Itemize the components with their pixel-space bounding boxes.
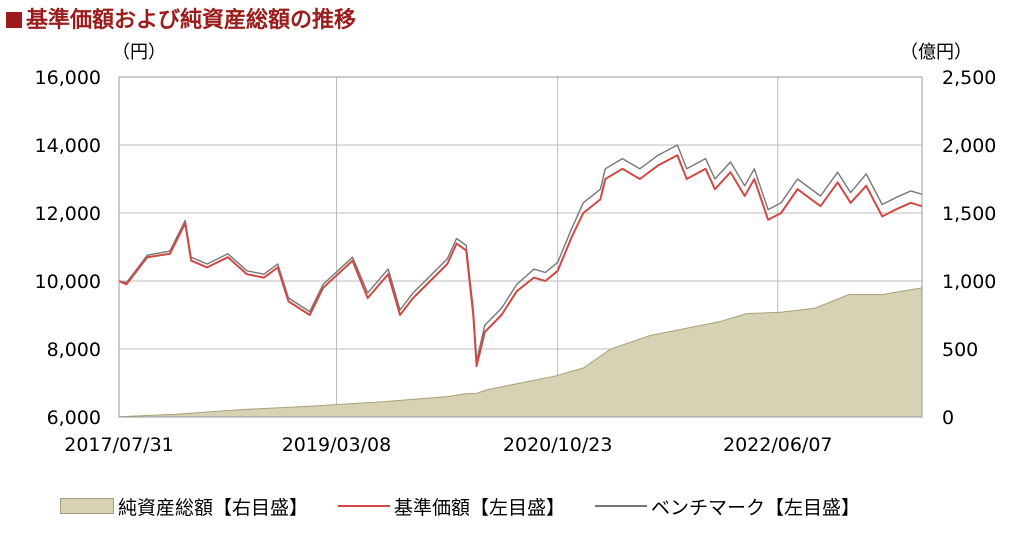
nav-and-net-assets-chart: 6,000 8,000 10,000 12,000 14,000 16,000 0 500 1… (35, 42, 997, 456)
y-left-tick-label: 6,000 (47, 407, 101, 429)
legend-item-benchmark: ベンチマーク【左目盛】 (595, 493, 860, 520)
legend-swatch-benchmark (595, 505, 648, 507)
legend-swatch-net-assets (60, 498, 114, 514)
net-assets-area-layer (118, 287, 923, 418)
x-tick-label: 2022/06/07 (723, 434, 833, 456)
legend-label-net-assets: 純資産総額【右目盛】 (118, 496, 309, 519)
title-square-marker (6, 12, 22, 28)
x-tick-label: 2017/07/31 (64, 434, 174, 456)
legend-item-nav: 基準価額【左目盛】 (338, 493, 565, 520)
y-left-tick-labels: 6,000 8,000 10,000 12,000 14,000 16,000 (35, 67, 101, 429)
legend-item-net-assets: 純資産総額【右目盛】 (60, 493, 308, 520)
x-tick-labels: 2017/07/31 2019/03/08 2020/10/23 2022/06/07 (64, 434, 832, 456)
y-left-tick-label: 12,000 (35, 203, 101, 225)
y-left-unit-label: （円） (112, 42, 166, 63)
y-right-tick-label: 2,500 (942, 67, 996, 89)
legend: 純資産総額【右目盛】 基準価額【左目盛】 ベンチマーク【左目盛】 (60, 488, 1010, 524)
y-left-tick-label: 14,000 (35, 135, 101, 157)
series-area-net-assets (118, 287, 923, 418)
x-tick-label: 2019/03/08 (282, 434, 392, 456)
y-left-tick-label: 8,000 (47, 339, 101, 361)
legend-label-nav: 基準価額【左目盛】 (394, 496, 566, 519)
y-right-tick-labels: 0 500 1,000 1,500 2,000 2,500 (942, 67, 996, 429)
y-right-tick-label: 2,000 (942, 135, 996, 157)
y-right-tick-label: 0 (942, 407, 954, 429)
series-line-nav (118, 154, 923, 367)
plot-frame (118, 76, 923, 418)
page-title-text: 基準価額および純資産総額の推移 (26, 8, 357, 33)
legend-label-benchmark: ベンチマーク【左目盛】 (651, 496, 861, 519)
y-left-tick-label: 10,000 (35, 271, 101, 293)
y-left-tick-label: 16,000 (35, 67, 101, 89)
y-right-tick-label: 500 (942, 339, 978, 361)
series-line-benchmark (118, 144, 923, 362)
y-right-tick-label: 1,500 (942, 203, 996, 225)
price-lines-layer (118, 144, 923, 367)
legend-swatch-nav (338, 505, 391, 507)
y-right-unit-label: （億円） (900, 42, 972, 63)
y-right-tick-label: 1,000 (942, 271, 996, 293)
x-tick-label: 2020/10/23 (503, 434, 613, 456)
page-title: 基準価額および純資産総額の推移 (6, 2, 356, 34)
